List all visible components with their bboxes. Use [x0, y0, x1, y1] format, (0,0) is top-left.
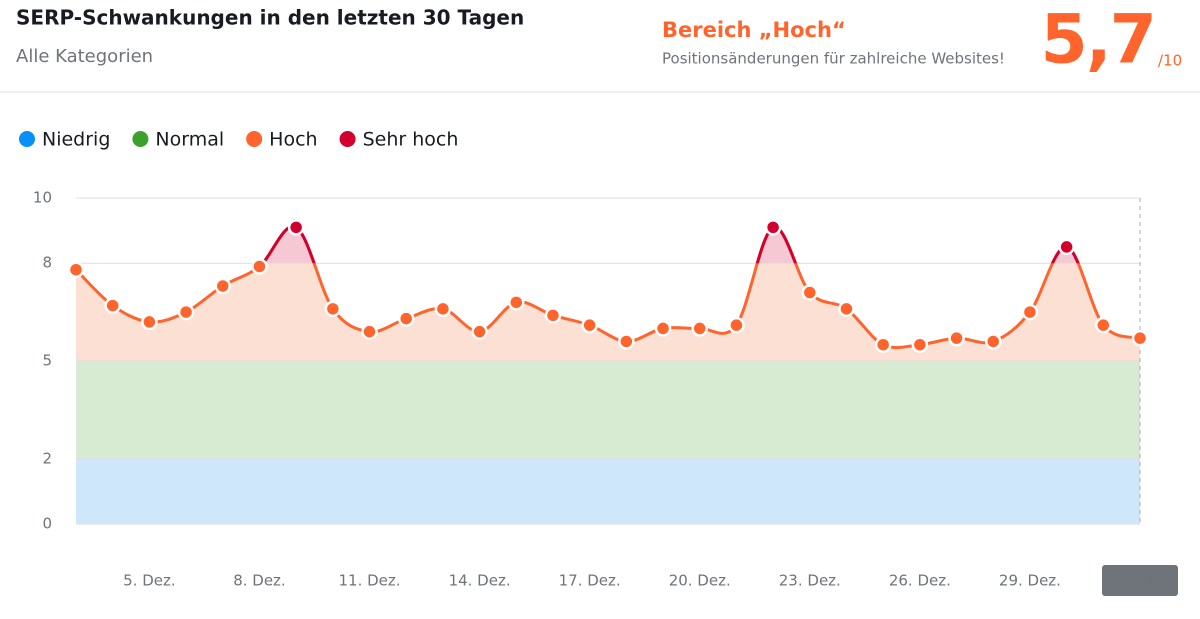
point — [728, 316, 745, 334]
point — [141, 313, 158, 331]
legend-marker — [339, 131, 356, 147]
point — [654, 320, 672, 337]
legend-label: Hoch — [269, 129, 317, 151]
point — [287, 219, 305, 236]
x-tick-label: 17. Dez. — [559, 572, 621, 590]
point — [691, 320, 708, 337]
legend-label: Sehr hoch — [363, 129, 459, 151]
point — [361, 323, 378, 340]
point — [618, 333, 635, 350]
status-title: Bereich „Hoch“ — [662, 18, 846, 42]
point — [67, 261, 85, 278]
x-tick-label: 8. Dez. — [233, 572, 286, 590]
legend-marker — [246, 131, 263, 147]
point — [104, 297, 121, 314]
x-tick-label: 5. Dez. — [123, 572, 176, 590]
legend-label: Niedrig — [42, 129, 110, 151]
legend-label: Normal — [155, 129, 224, 151]
x-tick-label: 11. Dez. — [338, 572, 400, 590]
point — [764, 219, 782, 236]
point — [838, 300, 855, 318]
point — [911, 336, 929, 353]
point — [177, 303, 195, 321]
chart-subtitle: Alle Kategorien — [16, 46, 153, 67]
point — [1021, 303, 1039, 321]
point — [324, 300, 342, 318]
point — [1131, 329, 1149, 347]
x-tick-label: 26. Dez. — [889, 572, 951, 590]
point — [1095, 316, 1112, 334]
point — [801, 284, 819, 301]
x-tick-label: 1. Jan. — [1117, 572, 1164, 590]
plot: 0 2 5 8 10 5. Dez. 8. Dez. 11. Dez. 14. Dez. 17. … — [33, 189, 1178, 596]
chart-title: SERP-Schwankungen in den letzten 30 Tage… — [16, 6, 524, 30]
y-tick-label: 8 — [42, 254, 52, 272]
zone-band — [76, 458, 1140, 524]
legend-marker — [132, 131, 149, 147]
legend-marker — [19, 131, 35, 147]
point — [948, 329, 965, 347]
y-tick-label: 0 — [42, 515, 52, 533]
point — [214, 277, 232, 295]
point — [251, 258, 268, 275]
point — [397, 310, 415, 327]
y-tick-label: 10 — [33, 189, 52, 207]
point — [984, 333, 1002, 350]
point — [508, 294, 525, 311]
point — [544, 307, 562, 324]
point — [874, 336, 892, 353]
zone-band — [76, 361, 1140, 459]
point — [434, 300, 452, 318]
legend: Niedrig Normal Hoch Sehr hoch — [19, 129, 458, 151]
point — [1058, 238, 1075, 256]
x-tick-label: 20. Dez. — [669, 572, 731, 590]
x-tick-label: 14. Dez. — [449, 572, 511, 590]
x-tick-label: 29. Dez. — [999, 572, 1061, 590]
score-max: /10 — [1158, 52, 1182, 70]
x-tick-highlight — [1102, 565, 1178, 596]
point — [471, 323, 488, 340]
score: 5,7 — [1041, 1, 1155, 80]
status-text: Positionsänderungen für zahlreiche Websi… — [662, 50, 1005, 68]
point — [581, 316, 598, 334]
y-tick-label: 2 — [42, 449, 52, 467]
y-tick-label: 5 — [42, 352, 52, 370]
x-tick-label: 23. Dez. — [779, 572, 841, 590]
